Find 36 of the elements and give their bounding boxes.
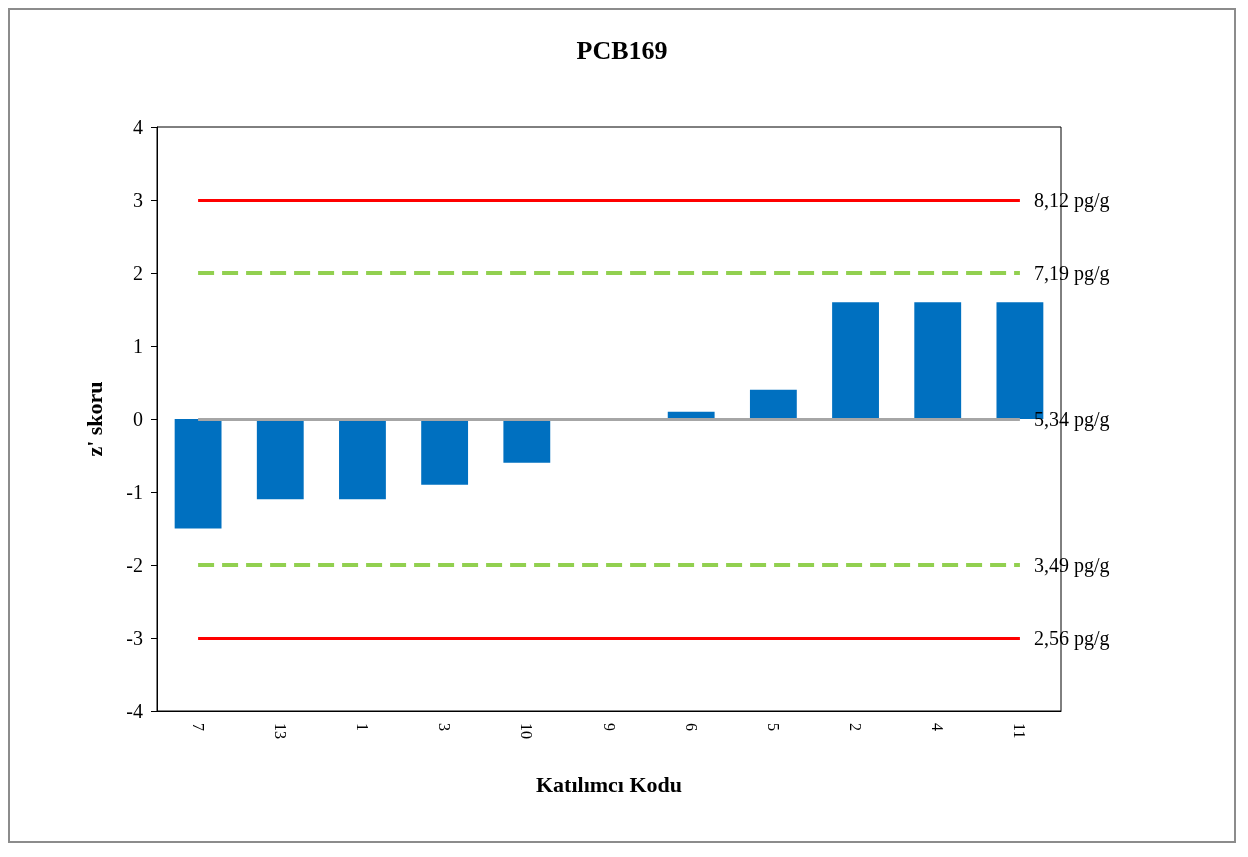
y-tick-label: 4	[133, 116, 143, 138]
x-tick-label: 3	[436, 723, 454, 731]
bar	[503, 419, 551, 463]
y-axis-title: z' skoru	[81, 381, 107, 457]
x-axis-title: Katılımcı Kodu	[535, 771, 683, 797]
bar	[421, 419, 469, 485]
bar	[914, 302, 962, 419]
bar	[256, 419, 304, 500]
chart-title: PCB169	[576, 35, 668, 65]
ref-line-label: 7,19 pg/g	[1033, 262, 1110, 285]
x-tick-label: 1	[353, 723, 371, 731]
y-tick-label: -3	[126, 627, 143, 649]
y-tick-label: 1	[133, 335, 143, 357]
y-tick-label: -4	[126, 700, 143, 722]
x-tick-label: 13	[271, 723, 289, 739]
x-tick-label: 2	[847, 723, 865, 731]
x-tick-label: 4	[929, 723, 947, 731]
x-tick-label: 9	[600, 723, 618, 731]
y-tick-label: 2	[133, 262, 143, 284]
x-tick-label: 11	[1011, 723, 1029, 739]
bar	[749, 389, 797, 419]
ref-line-label: 2,56 pg/g	[1033, 627, 1110, 650]
ref-line-label: 8,12 pg/g	[1033, 189, 1110, 212]
y-tick-label: 3	[133, 189, 143, 211]
x-tick-label: 7	[189, 723, 207, 731]
y-tick-label: -1	[126, 481, 143, 503]
ref-line-label: 3,49 pg/g	[1033, 554, 1110, 577]
y-tick-label: 0	[133, 408, 143, 430]
x-tick-label: 5	[764, 723, 782, 731]
bar	[832, 302, 879, 419]
x-tick-label: 10	[518, 723, 536, 739]
bar	[174, 419, 222, 529]
ref-line-label: 5,34 pg/g	[1033, 408, 1110, 431]
y-tick-label: -2	[126, 554, 143, 576]
x-tick-label: 6	[682, 723, 700, 731]
bar	[339, 419, 386, 500]
